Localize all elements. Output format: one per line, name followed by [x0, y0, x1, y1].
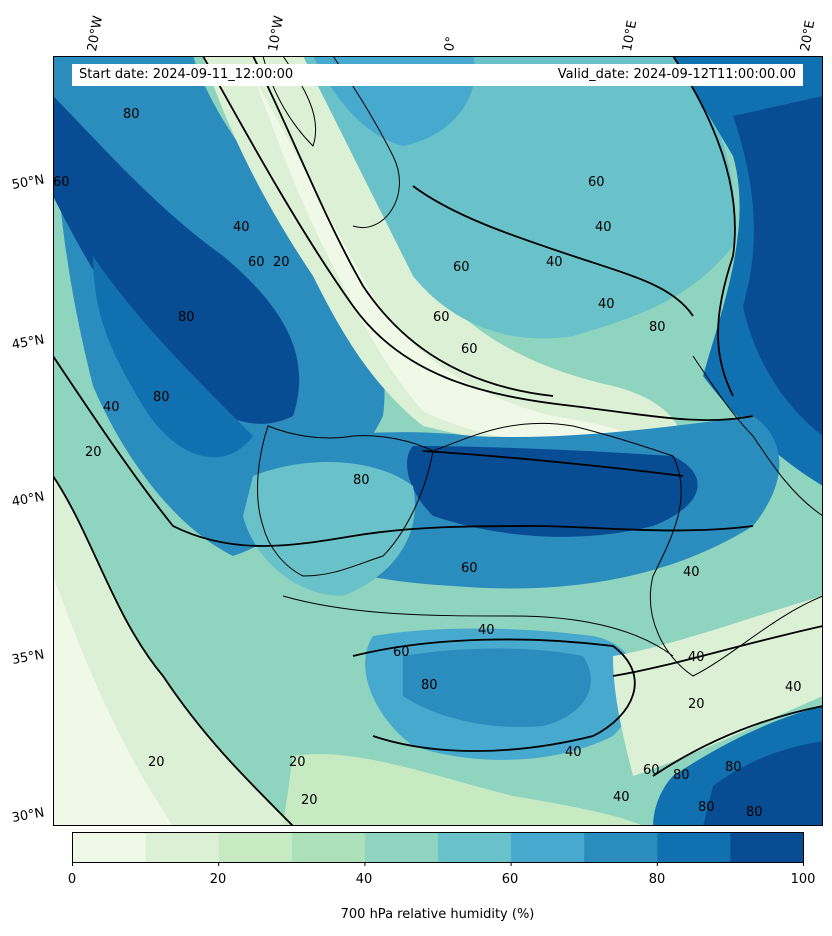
colorbar-segment: [291, 832, 366, 863]
contour-label: 20: [85, 445, 102, 460]
humidity-map: 80 60 40 60 20 80 80 40 20 60 40 40 60 6…: [53, 56, 823, 826]
contour-label: 80: [725, 760, 742, 775]
contour-label: 60: [433, 310, 450, 325]
contour-value-labels: 80 60 40 60 20 80 80 40 20 60 40 40 60 6…: [53, 107, 802, 820]
colorbar-segment: [730, 832, 804, 863]
contour-label: 40: [233, 220, 250, 235]
sahara-dry: [613, 596, 823, 776]
contour-label: 80: [421, 678, 438, 693]
contour-label: 20: [148, 755, 165, 770]
contour-lines: [53, 56, 823, 826]
date-banner: Start date: 2024-09-11_12:00:00 Valid_da…: [72, 64, 803, 86]
contour-label: 20: [289, 755, 306, 770]
contour-label: 40: [478, 623, 495, 638]
contour-label: 80: [153, 390, 170, 405]
dry-tongue-core: [253, 76, 645, 451]
contour-label: 60: [53, 175, 70, 190]
colorbar-tick: 100: [790, 872, 816, 887]
contour-label: 60: [461, 342, 478, 357]
lat-label-40n: 40°N: [10, 489, 46, 510]
contour-label: 80: [123, 107, 140, 122]
colorbar-segment: [438, 832, 512, 863]
colorbar-segment: [584, 832, 658, 863]
contour-label: 40: [785, 680, 802, 695]
contour-label: 80: [673, 768, 690, 783]
lon-label-20w: 20°W: [85, 14, 107, 53]
lat-label-50n: 50°N: [10, 172, 46, 193]
n-africa-wet: [403, 648, 591, 727]
dry-region-far-sw: [53, 576, 173, 826]
lat-label-35n: 35°N: [10, 647, 46, 668]
contour-label: 40: [103, 400, 120, 415]
ne-wet-core: [733, 96, 823, 436]
contour-label: 80: [649, 320, 666, 335]
contour-label: 80: [698, 800, 715, 815]
valid-date: Valid_date: 2024-09-12T11:00:00.00: [557, 67, 796, 82]
colorbar-tick: 0: [67, 872, 77, 887]
colorbar-tick: 80: [648, 872, 666, 887]
contour-label: 80: [746, 805, 763, 820]
contour-label: 20: [688, 697, 705, 712]
lat-label-30n: 30°N: [10, 805, 46, 826]
contour-label: 40: [613, 790, 630, 805]
colorbar-segment: [511, 832, 585, 863]
contour-label: 20: [301, 793, 318, 808]
contour-label: 80: [353, 473, 370, 488]
south-dry: [283, 754, 643, 826]
contour-label: 60: [453, 260, 470, 275]
coastlines: [257, 56, 823, 677]
lat-label-45n: 45°N: [10, 332, 46, 353]
dry-tongue: [203, 56, 681, 456]
colorbar-segment: [145, 832, 220, 863]
lon-label-10w: 10°W: [266, 14, 288, 53]
lon-label-20e: 20°E: [798, 19, 819, 53]
contour-label: 40: [565, 745, 582, 760]
colorbar: [72, 832, 804, 866]
wet-atlantic-core: [53, 96, 300, 424]
colorbar-title: 700 hPa relative humidity (%): [340, 907, 535, 922]
atlantic-mid: [93, 256, 253, 458]
colorbar-tick: 20: [209, 872, 227, 887]
iberia-dry: [243, 462, 415, 596]
colorbar-tick: 40: [355, 872, 373, 887]
start-date: Start date: 2024-09-11_12:00:00: [79, 67, 294, 82]
contour-label: 60: [588, 175, 605, 190]
contour-label: 60: [461, 561, 478, 576]
contour-label: 80: [178, 310, 195, 325]
lon-label-10e: 10°E: [620, 19, 641, 53]
contour-label: 60: [248, 255, 265, 270]
colorbar-segment: [364, 832, 439, 863]
map-frame: [53, 56, 823, 826]
colorbar-segment: [72, 832, 147, 863]
colorbar-segment: [657, 832, 731, 863]
contour-label: 20: [273, 255, 290, 270]
colorbar-tick: 60: [501, 872, 519, 887]
lon-label-0: 0°: [442, 35, 460, 53]
colorbar-frame: [72, 832, 804, 863]
contour-label: 40: [688, 650, 705, 665]
colorbar-segment: [218, 832, 293, 863]
contour-label: 40: [595, 220, 612, 235]
contour-label: 40: [546, 255, 563, 270]
contour-label: 40: [683, 565, 700, 580]
se-wet-core: [703, 741, 823, 826]
contour-label: 40: [598, 297, 615, 312]
contour-label: 60: [643, 763, 660, 778]
contour-label: 60: [393, 645, 410, 660]
